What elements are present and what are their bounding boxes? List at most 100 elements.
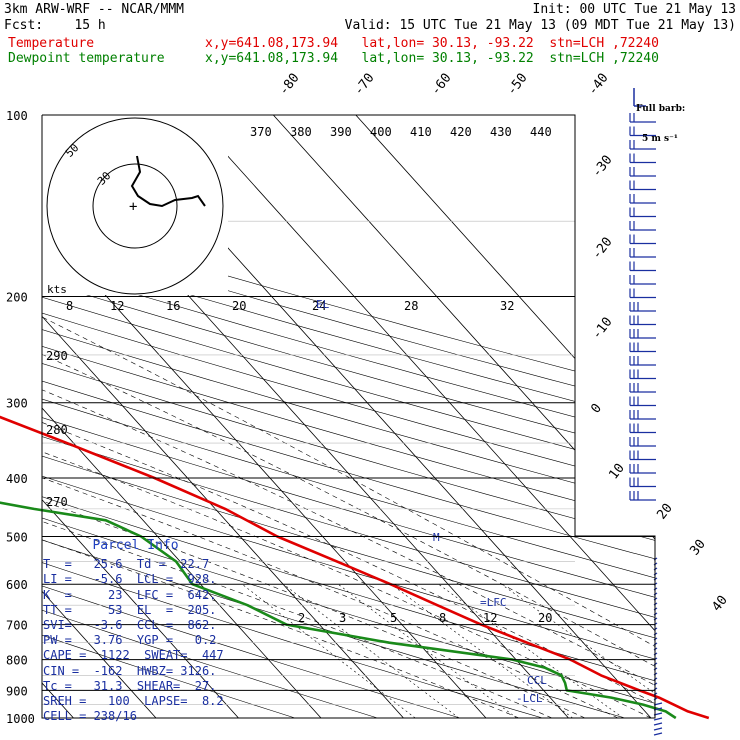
wind-barb — [629, 342, 656, 353]
wind-barb-low — [653, 722, 663, 726]
wind-barb — [629, 450, 656, 461]
mixing-ratio-label: 32 — [500, 299, 514, 313]
theta-label: 440 — [530, 125, 552, 139]
theta-label: 380 — [290, 125, 312, 139]
lcl-marker: -LCL — [516, 692, 543, 705]
wind-barb — [629, 437, 656, 447]
barb-note-line1: Full barb: — [636, 104, 686, 114]
lfc-marker: =LFC — [480, 596, 507, 609]
wind-barb — [629, 180, 656, 191]
wind-barb — [629, 315, 656, 326]
pressure-label: 100 — [6, 109, 28, 123]
parcel-row-cape: CAPE = 1122 SWEAT= 447 — [43, 648, 224, 663]
dry-adiabat-line — [42, 115, 655, 718]
pressure-label: 1000 — [6, 712, 35, 726]
valid-time: Valid: 15 UTC Tue 21 May 13 (09 MDT Tue … — [344, 18, 736, 33]
wind-barb — [629, 261, 656, 272]
wind-barb — [629, 477, 656, 488]
wind-barb — [629, 140, 656, 150]
isotherm-label: -30 — [589, 153, 615, 181]
parcel-info-box: Parcel Info T = 25.6 Td = 22.7 LI = -5.6… — [43, 538, 228, 724]
parcel-row-li: LI = -5.6 LCL = 928. — [43, 572, 217, 587]
dry-adiabat-line — [42, 115, 655, 718]
dewpoint-location: x,y=641.08,173.94 lat,lon= 30.13, -93.22… — [205, 51, 659, 66]
hodograph-ring-outer — [46, 117, 224, 295]
dry-adiabat-line — [42, 115, 336, 718]
parcel-info-title: Parcel Info — [92, 538, 179, 553]
parcel-row-tc: Tc = 31.3 SHEAR= 27. — [43, 678, 217, 693]
theta-label: 410 — [410, 125, 432, 139]
wind-barb — [629, 113, 656, 123]
wind-barb — [629, 288, 656, 299]
dry-adiabat-line — [42, 115, 655, 718]
isotherm-label: -40 — [585, 71, 611, 99]
parcel-row-t: T = 25.6 Td = 22.7 — [43, 557, 210, 572]
pressure-label: 500 — [6, 530, 28, 544]
dry-adiabat-line — [42, 115, 655, 718]
wind-barb-low — [653, 727, 663, 731]
wind-barb — [629, 383, 656, 393]
isotherm-label: -60 — [428, 71, 454, 99]
temperature-profile — [0, 415, 710, 720]
wind-barbs — [629, 88, 663, 736]
parcel-row-pw: PW = 3.76 YGP = 0.2 — [43, 633, 217, 648]
barb-note: Full barb: 5 m s⁻¹ — [636, 84, 685, 154]
isotherm-line — [355, 115, 655, 718]
mixing-ratio-label-lower: 8 — [439, 611, 446, 625]
isotherm-label: -20 — [589, 235, 615, 263]
plot-frame — [41, 114, 656, 719]
mixing-ratio-label: 24 — [312, 299, 326, 313]
wind-barb — [629, 167, 656, 177]
hodograph-center-mark: + — [129, 199, 137, 215]
mixing-ratio-label-lower: 20 — [538, 611, 552, 625]
dry-adiabat-line — [42, 115, 655, 718]
theta-label-left: 290 — [46, 349, 68, 363]
mixing-ratio-label-lower: 3 — [339, 611, 346, 625]
isotherm-label: -70 — [351, 71, 377, 99]
dry-adiabat-line — [42, 115, 587, 718]
isotherm-label: -10 — [589, 315, 615, 343]
el-marker: EL — [316, 298, 330, 311]
pressure-label: 400 — [6, 472, 28, 486]
wind-barb — [629, 234, 656, 245]
dry-adiabat-line — [42, 115, 655, 718]
hodograph: 50 30 + kts — [42, 115, 228, 296]
dry-adiabat-line — [42, 115, 420, 718]
sounding-profiles — [0, 415, 710, 720]
wind-barb — [629, 194, 656, 204]
dry-adiabat-line — [42, 115, 655, 718]
wind-barb-low — [653, 717, 663, 721]
isotherm-line — [42, 115, 239, 718]
dry-adiabat-line — [42, 115, 655, 718]
isotherm-label: 0 — [588, 401, 605, 416]
dry-adiabat-line — [42, 115, 503, 718]
temperature-location: x,y=641.08,173.94 lat,lon= 30.13, -93.22… — [205, 36, 659, 51]
ccl-marker: CCL — [527, 674, 547, 687]
pressure-label: 200 — [6, 291, 28, 305]
temperature-legend: Temperature — [8, 36, 95, 51]
wind-barb — [629, 275, 656, 285]
dry-adiabat-line — [42, 115, 655, 718]
dry-adiabat-line — [42, 115, 655, 718]
isotherm-label: 30 — [687, 537, 708, 559]
mixing-ratio-label-lower: 12 — [483, 611, 497, 625]
mixing-ratio-line — [390, 583, 573, 718]
hodograph-frame — [42, 115, 228, 295]
wind-barb — [629, 221, 656, 231]
hodograph-trace — [130, 155, 206, 208]
isotherm-label: -50 — [504, 71, 530, 99]
pressure-label: 700 — [6, 619, 28, 633]
wind-barb — [629, 302, 656, 312]
mixing-ratio-label-lower: 5 — [390, 611, 397, 625]
isotherm-label: 10 — [606, 461, 627, 483]
model-title: 3km ARW-WRF -- NCAR/MMM — [4, 2, 185, 17]
mixing-ratio-line — [337, 583, 517, 718]
isotherm-line — [42, 115, 157, 718]
theta-label: 370 — [250, 125, 272, 139]
mixing-ratio-label: 16 — [166, 299, 180, 313]
theta-label: 390 — [330, 125, 352, 139]
theta-label: 420 — [450, 125, 472, 139]
mixing-ratio-label: 8 — [66, 299, 73, 313]
isotherm-label: -80 — [276, 71, 302, 99]
parcel-row-tt: TT = 53 EL = 205. — [43, 602, 217, 617]
